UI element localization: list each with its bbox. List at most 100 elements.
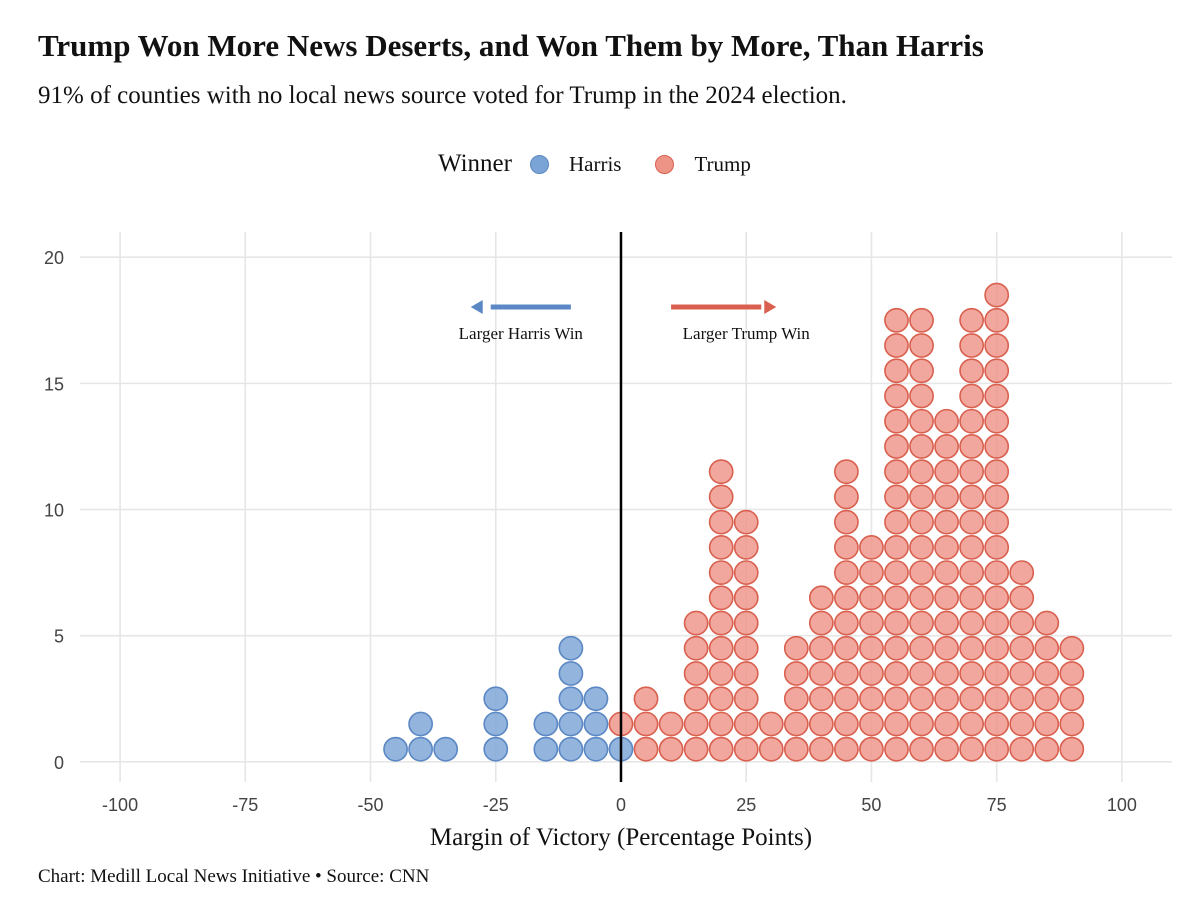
dot-trump	[984, 686, 1010, 712]
dot-trump	[683, 736, 709, 762]
dot-harris	[408, 711, 434, 737]
y-tick-label: 10	[44, 501, 64, 521]
dot-trump	[1034, 635, 1060, 661]
dot-trump	[708, 711, 734, 737]
dot-trump	[959, 459, 985, 485]
dot-trump	[984, 635, 1010, 661]
dot-trump	[758, 736, 784, 762]
y-axis-ticks: 0 5 10 15 20	[44, 248, 64, 773]
dot-trump	[909, 711, 934, 737]
chart-title: Trump Won More News Deserts, and Won The…	[38, 28, 984, 63]
dot-trump	[959, 534, 985, 560]
dot-trump	[683, 686, 709, 712]
x-tick-label: 75	[987, 795, 1007, 815]
dot-trump	[783, 711, 809, 737]
dot-trump	[959, 736, 985, 762]
dot-trump	[984, 534, 1010, 560]
dot-trump	[959, 307, 985, 333]
y-tick-label: 0	[54, 753, 64, 773]
dot-trump	[859, 686, 884, 712]
dot-harris	[483, 711, 509, 737]
x-axis-label: Margin of Victory (Percentage Points)	[430, 824, 812, 851]
dot-trump	[909, 408, 934, 434]
legend-key-trump	[655, 154, 675, 174]
dot-trump	[1009, 661, 1035, 686]
dot-trump	[808, 661, 834, 686]
dot-trump	[733, 686, 759, 712]
dot-trump	[708, 560, 734, 585]
dot-trump	[909, 736, 934, 762]
dot-trump	[859, 635, 884, 661]
dot-trump	[808, 736, 834, 762]
dot-trump	[859, 534, 884, 560]
dot-trump	[834, 736, 859, 762]
dot-trump	[884, 560, 909, 585]
dot-trump	[808, 711, 834, 737]
dot-trump	[959, 661, 985, 686]
dot-trump	[959, 383, 985, 409]
dot-trump	[708, 736, 734, 762]
dot-trump	[934, 509, 959, 535]
dot-trump	[859, 661, 884, 686]
dot-trump	[934, 560, 959, 585]
dot-trump	[984, 459, 1010, 485]
dot-trump	[909, 484, 934, 510]
dot-trump	[934, 711, 959, 737]
dot-trump	[783, 635, 809, 661]
dot-trump	[934, 434, 959, 459]
dot-trump	[959, 408, 985, 434]
dot-trump	[909, 661, 934, 686]
dot-trump	[984, 434, 1010, 459]
dot-trump	[834, 534, 859, 560]
legend: Winner Harris Trump	[438, 150, 785, 178]
trump-arrow-label: Larger Trump Win	[683, 324, 811, 343]
dot-trump	[708, 484, 734, 510]
dot-trump	[909, 635, 934, 661]
x-tick-label: -100	[102, 795, 138, 815]
dot-trump	[733, 610, 759, 636]
dot-harris	[483, 736, 509, 762]
dots-layer	[383, 282, 1085, 762]
dot-trump	[909, 534, 934, 560]
y-tick-label: 5	[54, 627, 64, 647]
dot-trump	[909, 610, 934, 636]
x-tick-label: 25	[736, 795, 756, 815]
dot-trump	[934, 686, 959, 712]
dot-trump	[834, 560, 859, 585]
dot-trump	[733, 635, 759, 661]
dot-trump	[733, 736, 759, 762]
dot-harris	[583, 686, 609, 712]
dot-trump	[808, 610, 834, 636]
dot-trump	[984, 408, 1010, 434]
dot-trump	[1034, 686, 1060, 712]
dot-trump	[934, 661, 959, 686]
dot-trump	[733, 560, 759, 585]
dot-trump	[1059, 711, 1085, 737]
x-tick-label: 100	[1107, 795, 1137, 815]
dot-trump	[909, 686, 934, 712]
dot-trump	[959, 635, 985, 661]
dot-trump	[959, 585, 985, 611]
dot-trump	[783, 736, 809, 762]
x-axis-ticks: -100 -75 -50 -25 0 25 50 75 100	[102, 795, 1137, 815]
dot-trump	[984, 585, 1010, 611]
dot-trump	[633, 711, 659, 737]
dot-harris	[483, 686, 509, 712]
dot-trump	[683, 661, 709, 686]
dot-trump	[909, 307, 934, 333]
dot-trump	[884, 484, 909, 510]
dot-trump	[1034, 711, 1060, 737]
dot-trump	[1009, 736, 1035, 762]
dot-trump	[934, 610, 959, 636]
dot-trump	[959, 434, 985, 459]
y-tick-label: 20	[44, 248, 64, 268]
dot-trump	[884, 358, 909, 384]
dot-trump	[633, 736, 659, 762]
dot-trump	[884, 610, 909, 636]
dot-trump	[934, 534, 959, 560]
dot-trump	[1034, 610, 1060, 636]
legend-key-harris	[529, 154, 549, 174]
dot-trump	[959, 610, 985, 636]
legend-label-trump: Trump	[694, 151, 751, 176]
